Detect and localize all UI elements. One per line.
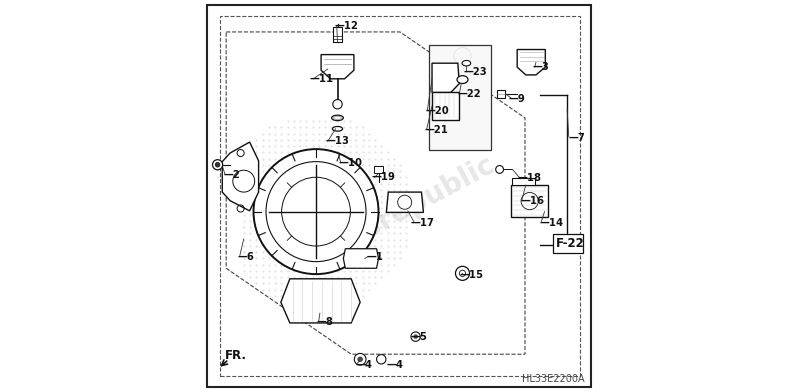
Text: —5: —5 <box>411 332 428 341</box>
FancyBboxPatch shape <box>430 45 491 150</box>
Text: —15: —15 <box>459 270 483 280</box>
Polygon shape <box>517 49 546 75</box>
Text: FR.: FR. <box>225 349 247 362</box>
Circle shape <box>354 354 366 365</box>
Polygon shape <box>321 54 354 79</box>
Text: —3: —3 <box>532 62 549 72</box>
Ellipse shape <box>462 60 470 66</box>
Bar <box>374 165 383 173</box>
Text: —4: —4 <box>355 360 372 370</box>
Text: —9: —9 <box>509 94 526 104</box>
Text: F-22: F-22 <box>555 237 584 250</box>
Text: —8: —8 <box>316 317 333 327</box>
Text: —6: —6 <box>238 252 254 261</box>
Circle shape <box>377 355 386 364</box>
Text: —11: —11 <box>310 74 334 84</box>
Circle shape <box>358 357 362 361</box>
Text: —18: —18 <box>517 173 541 183</box>
Text: HL33E2200A: HL33E2200A <box>522 374 584 384</box>
Text: —7: —7 <box>569 133 586 143</box>
Polygon shape <box>432 93 459 120</box>
Text: —23: —23 <box>463 67 487 77</box>
Text: —4: —4 <box>386 360 403 370</box>
Text: —16: —16 <box>520 196 544 206</box>
Text: —1: —1 <box>366 252 384 261</box>
Bar <box>497 90 506 98</box>
Bar <box>334 27 342 42</box>
Ellipse shape <box>332 115 343 121</box>
Text: —22: —22 <box>458 89 482 99</box>
Text: —21: —21 <box>424 125 448 135</box>
Text: —13: —13 <box>326 136 350 146</box>
FancyBboxPatch shape <box>553 234 583 252</box>
Ellipse shape <box>457 76 468 83</box>
Text: —17: —17 <box>411 218 435 228</box>
Text: —14: —14 <box>540 218 564 228</box>
Circle shape <box>213 160 222 170</box>
Circle shape <box>254 149 378 274</box>
Text: —19: —19 <box>372 172 396 182</box>
Polygon shape <box>343 249 378 268</box>
Text: —10: —10 <box>338 158 362 168</box>
Polygon shape <box>511 185 548 218</box>
Text: Partsrepublic: Partsrepublic <box>301 150 499 273</box>
Polygon shape <box>281 279 360 323</box>
Polygon shape <box>432 63 459 93</box>
Ellipse shape <box>333 127 342 131</box>
Circle shape <box>411 332 420 341</box>
Text: —2: —2 <box>223 169 240 180</box>
Circle shape <box>215 162 220 167</box>
Circle shape <box>414 335 418 339</box>
Text: —12: —12 <box>334 21 358 31</box>
Circle shape <box>455 266 470 280</box>
Text: —20: —20 <box>426 106 449 116</box>
Circle shape <box>496 165 503 173</box>
Polygon shape <box>386 192 423 212</box>
Circle shape <box>333 100 342 109</box>
Polygon shape <box>222 142 258 211</box>
Bar <box>513 178 535 185</box>
